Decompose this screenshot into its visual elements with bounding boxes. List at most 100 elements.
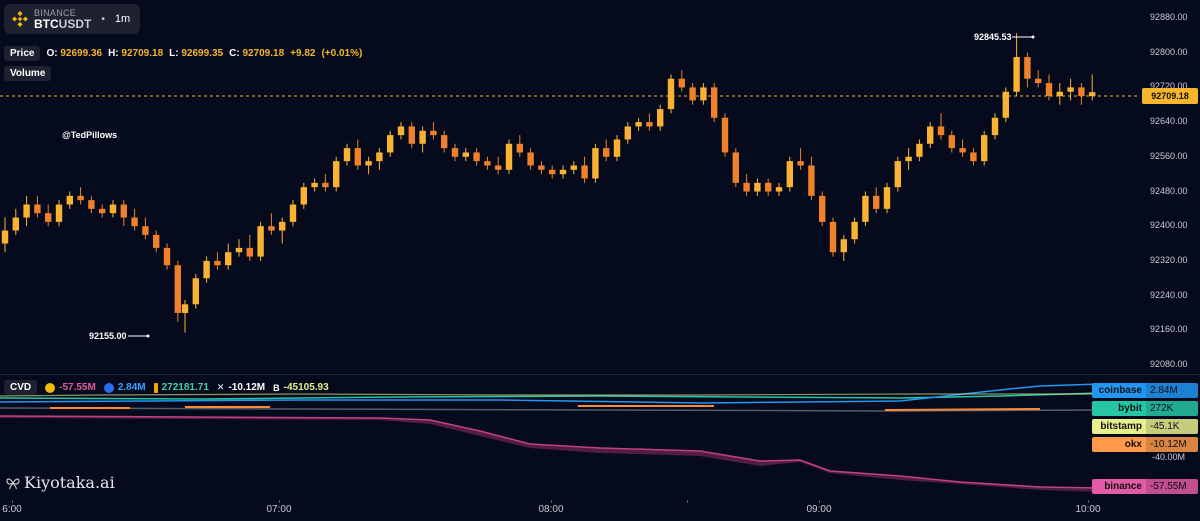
- candle: [225, 243, 232, 270]
- binance-cvd-line: [0, 415, 1100, 489]
- time-tick-label: 10:00: [1075, 504, 1101, 515]
- exchange-name: bybit: [1092, 401, 1146, 416]
- candle: [397, 122, 405, 140]
- candle: [333, 156, 340, 192]
- exchange-name: BINANCE: [34, 7, 77, 18]
- cvd-bybit-value: 272181.71: [161, 382, 209, 393]
- candle: [829, 217, 837, 257]
- time-tick-label: 08:00: [538, 504, 564, 515]
- exchange-name: coinbase: [1092, 383, 1146, 398]
- close-label: C:: [229, 48, 240, 59]
- cvd-legend-bybit: 272181.71: [153, 382, 209, 393]
- cvd-tag[interactable]: CVD: [4, 380, 38, 395]
- candle: [549, 165, 556, 179]
- candle: [163, 243, 171, 270]
- candle: [45, 204, 52, 227]
- bitstamp-bias-line: [0, 393, 1100, 397]
- candle: [181, 299, 189, 333]
- candle: [77, 187, 84, 205]
- candle: [538, 161, 545, 175]
- exchange-name: binance: [1092, 479, 1146, 494]
- binance-icon: [45, 382, 56, 393]
- candle: [289, 200, 297, 227]
- low-annotation: [128, 334, 150, 338]
- candle: [862, 191, 869, 227]
- interval-selector[interactable]: 1m: [114, 13, 131, 25]
- candle: [387, 130, 394, 157]
- cvd-chart[interactable]: [0, 376, 1100, 501]
- candle: [592, 143, 599, 183]
- candle: [246, 234, 253, 261]
- candle: [153, 230, 160, 253]
- cvd-binance-value: -57.55M: [59, 382, 96, 393]
- candle: [131, 208, 138, 231]
- okx-icon: ✕: [216, 382, 225, 392]
- coinbase-icon: [103, 382, 114, 393]
- candle: [559, 165, 567, 179]
- price-tick-label: 92880.00: [1150, 12, 1188, 22]
- candle: [657, 104, 664, 131]
- time-tick-mark: [1088, 500, 1089, 503]
- candle: [613, 135, 621, 162]
- candle: [581, 156, 588, 183]
- price-tick-label: 92480.00: [1150, 185, 1188, 196]
- coinbase-cvd-line: [0, 383, 1100, 404]
- candle: [495, 156, 502, 175]
- candle: [505, 139, 513, 175]
- volume-tag[interactable]: Volume: [4, 66, 52, 81]
- candle: [1035, 70, 1042, 88]
- cvd-legend-coinbase: 2.84M: [103, 382, 146, 393]
- cvd-legend-binance: -57.55M: [45, 382, 96, 393]
- okx-cvd-segments: [50, 405, 1041, 411]
- candle: [873, 187, 880, 214]
- author-handle: @TedPillows: [62, 130, 118, 140]
- price-tick-label: 92240.00: [1150, 289, 1188, 300]
- low-annotation-label: 92155.00: [89, 331, 127, 341]
- price-tick-label: 92720.00: [1150, 81, 1188, 92]
- candle: [721, 113, 729, 157]
- candle: [711, 83, 718, 123]
- pane-divider[interactable]: [0, 374, 1200, 375]
- candle: [484, 156, 491, 170]
- separator-dot: •: [101, 13, 105, 25]
- brand-name: Kiyotaka.ai: [24, 473, 115, 492]
- candle: [635, 117, 642, 131]
- candle: [408, 122, 415, 149]
- candle: [732, 148, 739, 188]
- candle: [840, 234, 847, 261]
- price-tick-label: 92160.00: [1150, 324, 1188, 335]
- candle: [678, 70, 685, 92]
- candle: [300, 182, 307, 209]
- candle: [797, 148, 804, 170]
- high-annotation-label: 92845.53: [974, 32, 1012, 42]
- symbol-selector[interactable]: BINANCE BTCUSDT • 1m: [4, 4, 141, 34]
- change-value: +9.82: [290, 48, 316, 59]
- candle: [12, 208, 19, 235]
- candle: [1045, 74, 1053, 101]
- candle: [981, 130, 988, 166]
- candle: [1013, 33, 1020, 97]
- time-tick-label: 09:00: [806, 504, 832, 515]
- candle: [786, 156, 793, 192]
- exchange-value: -45.1K: [1146, 419, 1198, 434]
- time-tick-mark: [687, 500, 688, 503]
- candle: [937, 113, 945, 140]
- candle: [883, 182, 891, 214]
- bitstamp-icon: B: [273, 382, 280, 393]
- candle: [322, 174, 329, 192]
- candle: [819, 191, 826, 227]
- price-tag[interactable]: Price: [4, 46, 41, 61]
- exchange-value: 2.84M: [1146, 383, 1198, 398]
- price-tick-label: 92400.00: [1150, 220, 1188, 231]
- candle: [1, 217, 9, 253]
- time-tick-mark: [12, 500, 13, 503]
- candle: [66, 191, 73, 209]
- high-annotation: [1012, 35, 1035, 39]
- exchange-value: -57.55M: [1146, 479, 1198, 494]
- candle: [700, 83, 707, 105]
- symbol-base: BTC: [34, 16, 59, 31]
- last-price-label: 92709.18: [1142, 88, 1198, 104]
- candle: [1089, 74, 1096, 101]
- price-chart[interactable]: [0, 0, 1200, 372]
- time-tick-mark: [819, 500, 820, 503]
